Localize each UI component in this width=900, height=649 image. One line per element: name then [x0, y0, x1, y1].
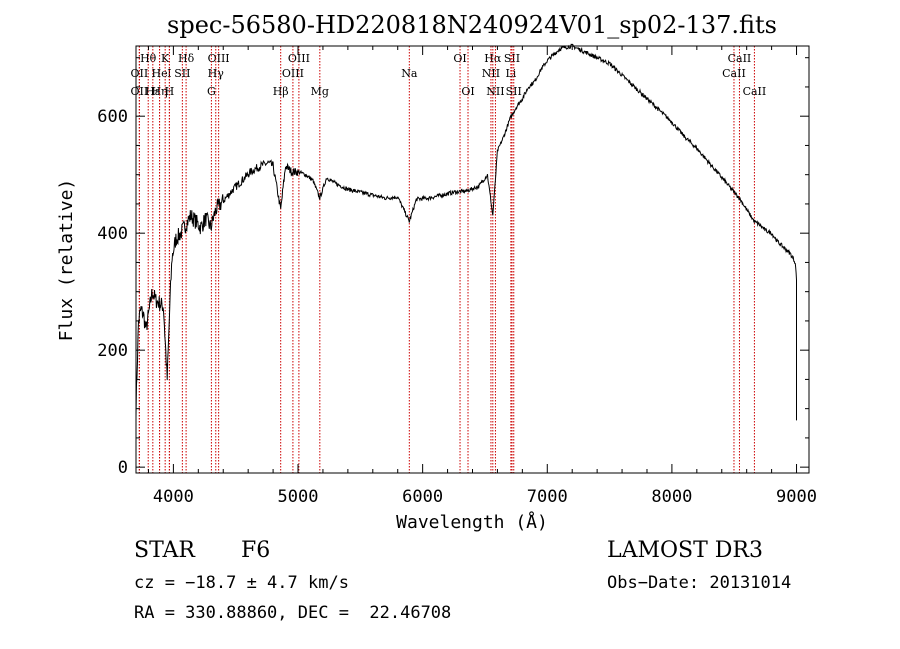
line-mark-label-2: OII [131, 85, 149, 98]
line-mark-label-29: CaII [743, 85, 767, 98]
line-mark-label-22: SII [504, 52, 520, 65]
spectrum-line-0 [135, 43, 797, 421]
y-tick-label-0: 0 [118, 458, 128, 478]
x-axis-label: Wavelength (Å) [396, 511, 548, 533]
line-mark-label-25: NII [486, 85, 504, 98]
line-mark-label-21: Hα [484, 52, 502, 65]
chart-title: spec-56580-HD220818N240924V01_sp02-137.f… [167, 11, 777, 39]
axis-ticks: 4000 5000 6000 7000 8000 9000 0 200 400 600 [97, 46, 817, 507]
line-mark-label-14: Hβ [273, 85, 289, 98]
obs-date: Obs−Date: 20131014 [607, 573, 792, 593]
velocity-readout: cz = −18.7 ± 4.7 km/s [134, 573, 349, 593]
object-class: STAR [134, 538, 195, 563]
y-tick-label-1: 200 [97, 341, 128, 361]
coordinates-readout: RA = 330.88860, DEC = 22.46708 [134, 603, 452, 623]
line-mark-label-28: CaII [722, 67, 746, 80]
line-mark-label-27: CaII [728, 52, 752, 65]
line-mark-label-13: G [207, 85, 216, 98]
x-tick-label-1: 5000 [278, 487, 319, 507]
line-mark-label-19: OI [453, 52, 466, 65]
line-mark-label-9: SII [174, 67, 190, 80]
line-mark-label-8: H [165, 85, 175, 98]
line-marks: HθOIIOIIHεKHηHeIHSIIHδOIIIHγGHβOIIIOIIIM… [131, 46, 767, 473]
line-mark-label-0: Hθ [140, 52, 157, 65]
plot-frame [135, 45, 810, 474]
survey-label: LAMOST DR3 [607, 538, 763, 563]
line-mark-label-24: Li [505, 67, 516, 80]
line-mark-label-26: SII [506, 85, 522, 98]
line-mark-label-6: He [152, 67, 168, 80]
line-mark-label-3: Hε [145, 85, 161, 98]
spectrum-series [135, 43, 797, 421]
y-tick-label-3: 600 [97, 107, 128, 127]
line-mark-label-16: OIII [282, 67, 304, 80]
x-tick-label-2: 6000 [402, 487, 443, 507]
line-mark-label-23: NII [482, 67, 500, 80]
line-mark-label-17: Mg [311, 85, 329, 98]
x-tick-label-3: 7000 [527, 487, 568, 507]
y-axis-label: Flux (relative) [56, 179, 77, 342]
line-mark-label-18: Na [401, 67, 418, 80]
x-tick-label-5: 9000 [776, 487, 817, 507]
line-mark-label-11: OIII [208, 52, 230, 65]
line-mark-label-12: Hγ [208, 67, 225, 80]
object-subclass: F6 [241, 538, 271, 563]
x-tick-label-4: 8000 [651, 487, 692, 507]
line-mark-label-10: Hδ [178, 52, 195, 65]
x-tick-label-0: 4000 [153, 487, 194, 507]
line-mark-label-4: K [161, 52, 170, 65]
line-mark-label-20: OI [461, 85, 474, 98]
line-mark-label-15: OIII [288, 52, 310, 65]
y-tick-label-2: 400 [97, 224, 128, 244]
